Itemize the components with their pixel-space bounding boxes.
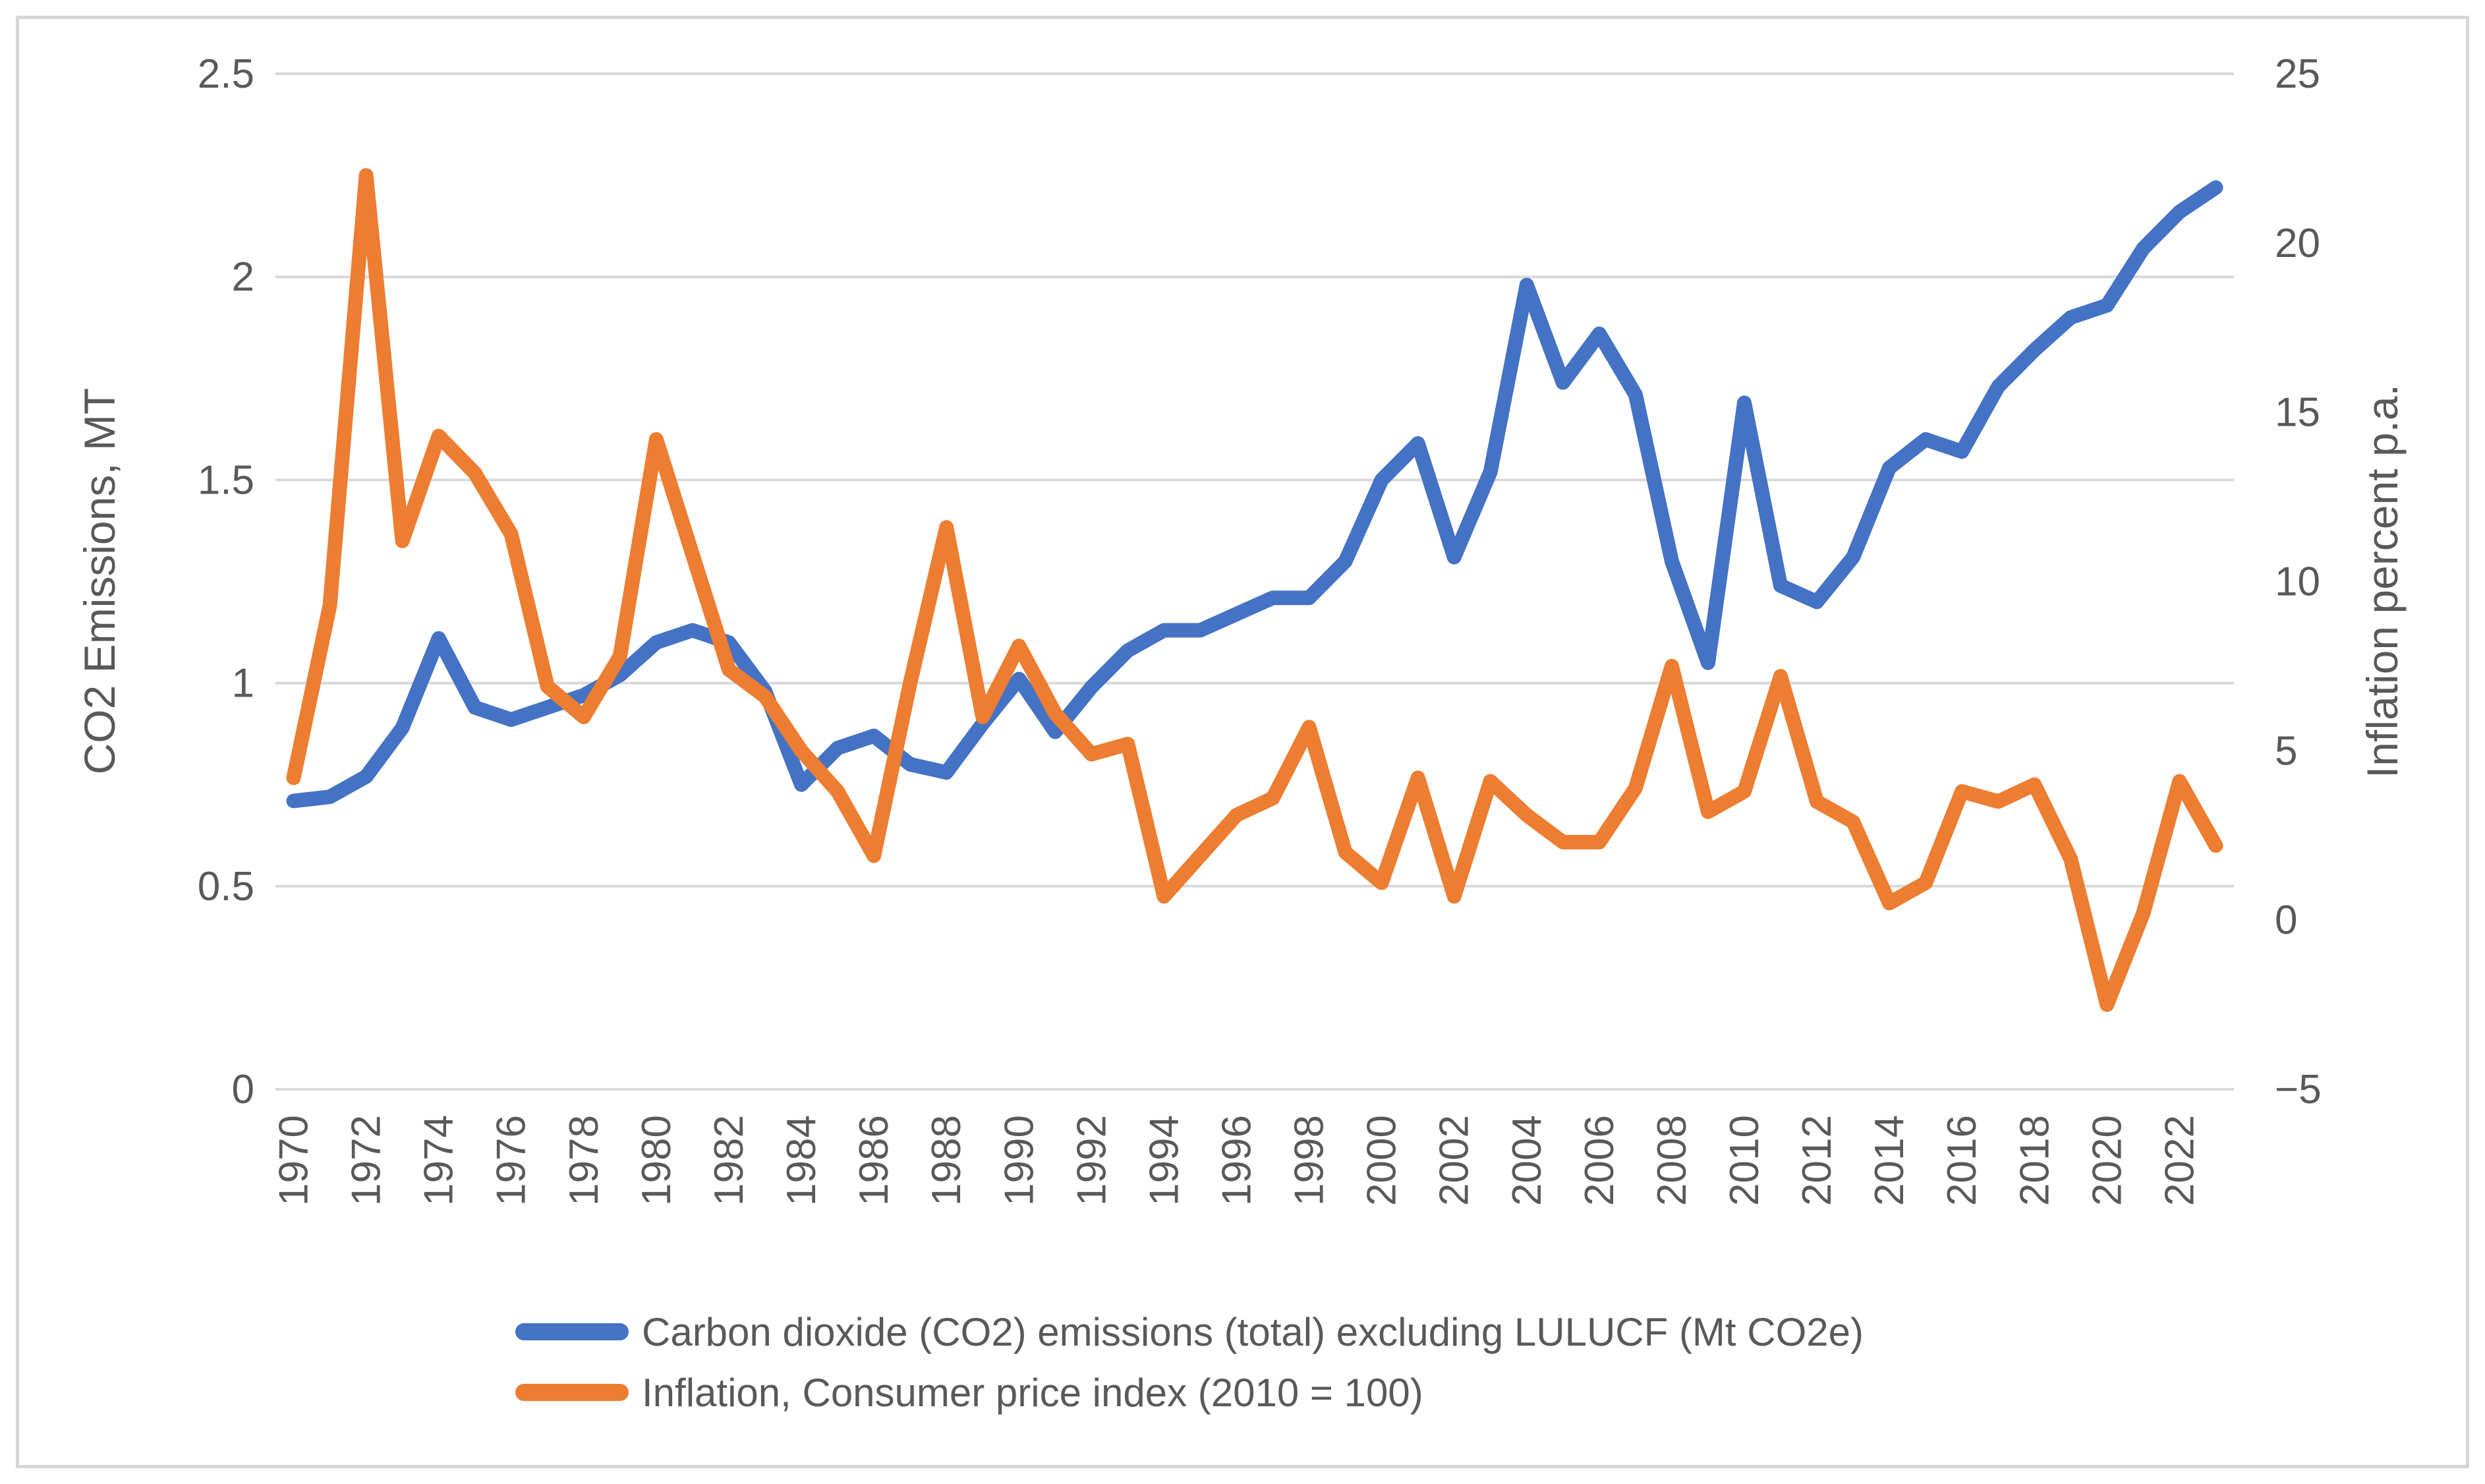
right-tick-label: 15 xyxy=(2275,390,2320,436)
x-tick-label: 1988 xyxy=(924,1115,969,1206)
left-tick-label: 1.5 xyxy=(198,457,254,503)
right-axis-title: Inflation percent p.a. xyxy=(2358,384,2407,778)
x-tick-label: 1970 xyxy=(271,1115,317,1206)
x-tick-label: 2016 xyxy=(1939,1115,1985,1206)
x-axis-tick-labels: 1970 1972 1974 1976 1978 1980 1982 1984 1986 1988… xyxy=(271,1115,2203,1206)
x-tick-label: 2000 xyxy=(1359,1115,1405,1206)
right-tick-label: 5 xyxy=(2275,728,2297,774)
left-axis-tick-labels: 0 0.5 1 1.5 2 2.5 xyxy=(198,51,254,1112)
x-tick-label: 1990 xyxy=(996,1115,1042,1206)
x-tick-label: 1974 xyxy=(416,1115,462,1206)
legend-item-co2: Carbon dioxide (CO2) emissions (total) e… xyxy=(515,1307,1864,1356)
x-tick-label: 1992 xyxy=(1069,1115,1114,1206)
left-tick-label: 2.5 xyxy=(198,51,254,97)
series-lines xyxy=(286,168,2223,1012)
x-tick-label: 2020 xyxy=(2084,1115,2130,1206)
x-tick-label: 2022 xyxy=(2157,1115,2202,1206)
x-tick-label: 1986 xyxy=(851,1115,897,1206)
x-tick-label: 1980 xyxy=(634,1115,679,1206)
right-tick-label: 0 xyxy=(2275,898,2297,943)
gridlines xyxy=(275,72,2234,1091)
inflation-series-line xyxy=(286,168,2223,1012)
x-tick-label: 1984 xyxy=(779,1115,824,1206)
x-tick-label: 1994 xyxy=(1141,1115,1187,1206)
x-tick-label: 1972 xyxy=(344,1115,389,1206)
x-tick-label: 2014 xyxy=(1867,1115,1912,1206)
left-tick-label: 0.5 xyxy=(198,864,254,909)
x-tick-label: 1998 xyxy=(1287,1115,1332,1206)
inflation-series-label: Inflation, Consumer price index (2010 = … xyxy=(642,1370,1423,1415)
right-tick-label: 25 xyxy=(2275,51,2320,97)
x-tick-label: 1996 xyxy=(1214,1115,1259,1206)
right-axis-tick-labels: −5 0 5 10 15 20 25 xyxy=(2275,51,2322,1112)
right-tick-label: 10 xyxy=(2275,559,2320,605)
x-tick-label: 1978 xyxy=(561,1115,607,1206)
left-tick-label: 2 xyxy=(232,254,254,300)
left-tick-label: 0 xyxy=(232,1067,254,1112)
chart-border xyxy=(16,16,2469,1468)
x-tick-label: 2018 xyxy=(2012,1115,2057,1206)
x-tick-label: 1982 xyxy=(706,1115,752,1206)
left-axis-title: CO2 Emissions, MT xyxy=(75,388,124,775)
x-tick-label: 2004 xyxy=(1504,1115,1550,1206)
legend: Carbon dioxide (CO2) emissions (total) e… xyxy=(515,1307,1864,1429)
x-tick-label: 2010 xyxy=(1722,1115,1767,1206)
co2-series-label: Carbon dioxide (CO2) emissions (total) e… xyxy=(642,1309,1864,1354)
co2-series-swatch xyxy=(515,1323,629,1340)
x-tick-label: 2012 xyxy=(1794,1115,1840,1206)
right-tick-label: 20 xyxy=(2275,221,2320,266)
x-tick-label: 2008 xyxy=(1649,1115,1695,1206)
left-tick-label: 1 xyxy=(232,661,254,706)
x-tick-label: 2002 xyxy=(1432,1115,1477,1206)
x-tick-label: 1976 xyxy=(489,1115,534,1206)
inflation-series-swatch xyxy=(515,1384,629,1401)
x-tick-label: 2006 xyxy=(1577,1115,1622,1206)
legend-item-inflation: Inflation, Consumer price index (2010 = … xyxy=(515,1368,1864,1417)
right-tick-label: −5 xyxy=(2275,1067,2322,1112)
